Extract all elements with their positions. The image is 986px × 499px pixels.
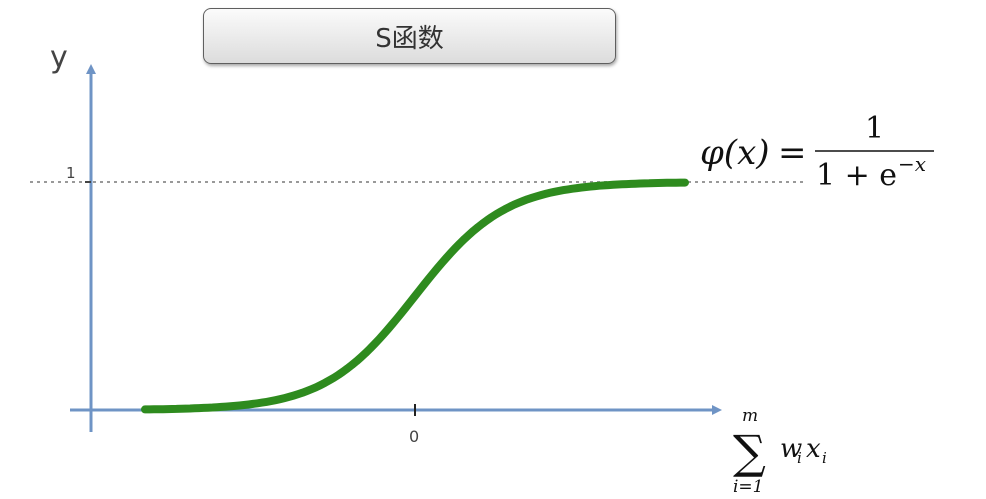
formula-exponent: −x: [898, 152, 926, 176]
weight-w: w: [780, 434, 802, 464]
input-x: x: [806, 434, 821, 464]
input-sub-i: i: [822, 449, 827, 467]
formula-numerator: 1: [865, 111, 884, 146]
title-text: S函数: [375, 23, 444, 54]
sum-upper-limit: m: [742, 406, 758, 426]
formula-denominator: 1 + e: [816, 158, 897, 193]
sigmoid-curve: [141, 178, 689, 414]
y-tick-label: 1: [66, 164, 76, 182]
sum-lower-limit: i=1: [733, 477, 764, 497]
formula-lhs: φ(x): [700, 133, 770, 173]
weight-sub-i: i: [797, 449, 802, 467]
sum-symbol: ∑: [733, 425, 766, 479]
title-box: S函数: [203, 8, 616, 64]
x-tick-label: 0: [409, 427, 419, 446]
y-axis-label: y: [50, 40, 68, 75]
formula-equals: =: [778, 133, 807, 173]
